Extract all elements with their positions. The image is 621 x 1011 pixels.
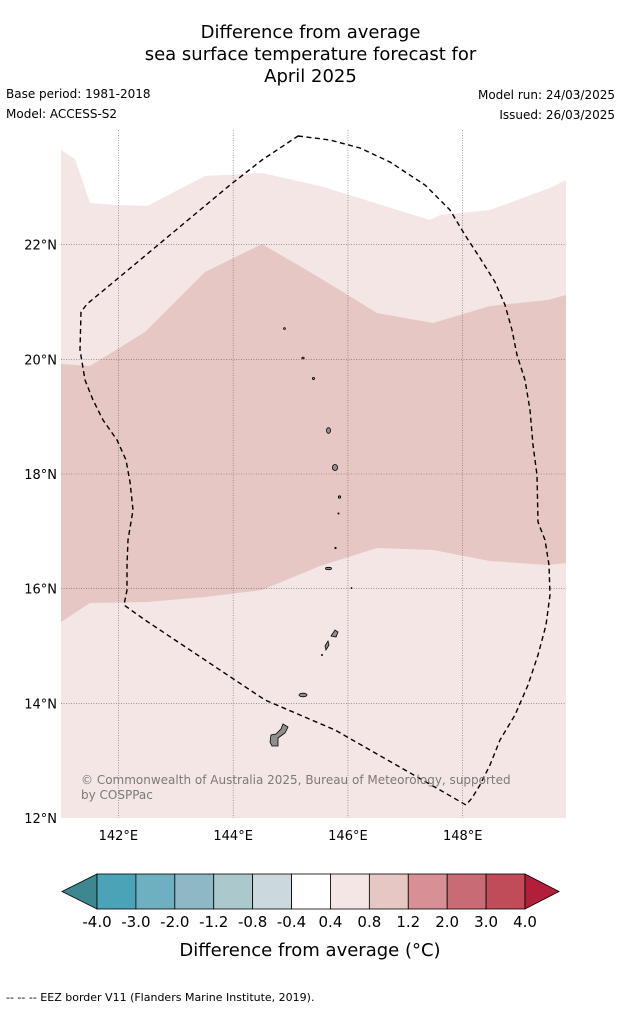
colorbar-over-arrow xyxy=(524,873,560,910)
colorbar-cell xyxy=(368,873,409,910)
colorbar-title: Difference from average (°C) xyxy=(179,940,440,961)
colorbar-tick-label: -2.0 xyxy=(160,913,189,931)
title-line-2: sea surface temperature forecast for xyxy=(144,44,477,65)
colorbar-tick-label: 0.8 xyxy=(357,913,381,931)
colorbar-cell xyxy=(96,873,137,910)
lon-tick-label: 146°E xyxy=(328,829,368,844)
colorbar-tick-label: -0.4 xyxy=(277,913,306,931)
colorbar-tick-label: 4.0 xyxy=(513,913,537,931)
island-guam xyxy=(269,723,289,747)
map-area: © Commonwealth of Australia 2025, Bureau… xyxy=(61,130,566,818)
island-asuncion xyxy=(311,376,315,380)
islands xyxy=(269,327,353,747)
colorbar-cell xyxy=(213,873,254,910)
colorbar-tick-label: 3.0 xyxy=(474,913,498,931)
island-farallon-de-medinilla xyxy=(350,587,353,589)
island-rota xyxy=(298,692,308,698)
lon-tick-label: 148°E xyxy=(443,829,483,844)
colorbar-tick-labels: -4.0 -3.0 -2.0 -1.2 -0.8 -0.4 0.4 0.8 1.2 2.0 3.0 4… xyxy=(82,913,537,931)
lon-tick-label: 144°E xyxy=(213,829,253,844)
colorbar-cell xyxy=(291,873,331,910)
colorbar-under-arrow xyxy=(61,873,98,910)
lat-tick-label: 16°N xyxy=(24,583,57,598)
lat-tick-label: 14°N xyxy=(24,697,57,712)
island-agrihan xyxy=(326,427,331,434)
island-maug xyxy=(301,356,305,360)
lat-tick-label: 22°N xyxy=(24,239,57,254)
lat-tick-label: 12°N xyxy=(24,812,57,827)
lat-tick-label: 18°N xyxy=(24,468,57,483)
copyright-line-1: © Commonwealth of Australia 2025, Bureau… xyxy=(81,773,511,787)
chart-title: Difference from average sea surface temp… xyxy=(0,22,621,88)
title-line-1: Difference from average xyxy=(200,22,421,43)
colorbar-tick-label: -1.2 xyxy=(199,913,228,931)
island-pagan xyxy=(331,464,338,471)
issued-date: Issued: 26/03/2025 xyxy=(499,108,615,122)
colorbar-tick-label: -4.0 xyxy=(82,913,111,931)
colorbar: -4.0 -3.0 -2.0 -1.2 -0.8 -0.4 0.4 0.8 1.2 2.0 3.0 4… xyxy=(61,873,560,961)
island-alamagan xyxy=(337,495,342,499)
colorbar-cell xyxy=(174,873,215,910)
latitude-labels: 12°N 14°N 16°N 18°N 20°N 22°N xyxy=(24,239,57,827)
island-guguan xyxy=(337,512,340,515)
longitude-labels: 142°E 144°E 146°E 148°E xyxy=(99,829,483,844)
island-saipan xyxy=(330,629,339,638)
colorbar-tick-label: -3.0 xyxy=(121,913,150,931)
island-anatahan xyxy=(325,566,332,571)
island-sarigan xyxy=(334,546,337,550)
colorbar-cell xyxy=(485,873,526,910)
lat-tick-label: 20°N xyxy=(24,353,57,368)
colorbar-cell xyxy=(407,873,448,910)
model-run: Model run: 24/03/2025 xyxy=(477,88,615,102)
colorbar-cell xyxy=(330,873,370,910)
copyright-line-2: by COSPPac xyxy=(81,788,153,802)
anomaly-band-dark xyxy=(61,244,566,622)
lon-tick-label: 142°E xyxy=(99,829,139,844)
colorbar-tick-label: 2.0 xyxy=(435,913,459,931)
base-period: Base period: 1981-2018 xyxy=(6,87,151,101)
island-farallon-de-pajaros xyxy=(283,327,286,330)
colorbar-cell xyxy=(135,873,176,910)
colorbar-cell xyxy=(252,873,292,910)
gridlines xyxy=(61,130,566,818)
colorbar-tick-label: 1.2 xyxy=(396,913,420,931)
island-aguijan xyxy=(320,654,323,657)
eez-legend-footer: -- -- -- EEZ border V11 (Flanders Marine… xyxy=(6,991,315,1004)
model-name: Model: ACCESS-S2 xyxy=(6,107,118,121)
colorbar-cell xyxy=(446,873,487,910)
colorbar-cells xyxy=(96,873,526,910)
title-line-3: April 2025 xyxy=(264,66,357,87)
eez-border xyxy=(79,135,551,806)
island-tinian xyxy=(324,639,330,652)
colorbar-tick-label: -0.8 xyxy=(238,913,267,931)
colorbar-tick-label: 0.4 xyxy=(319,913,343,931)
